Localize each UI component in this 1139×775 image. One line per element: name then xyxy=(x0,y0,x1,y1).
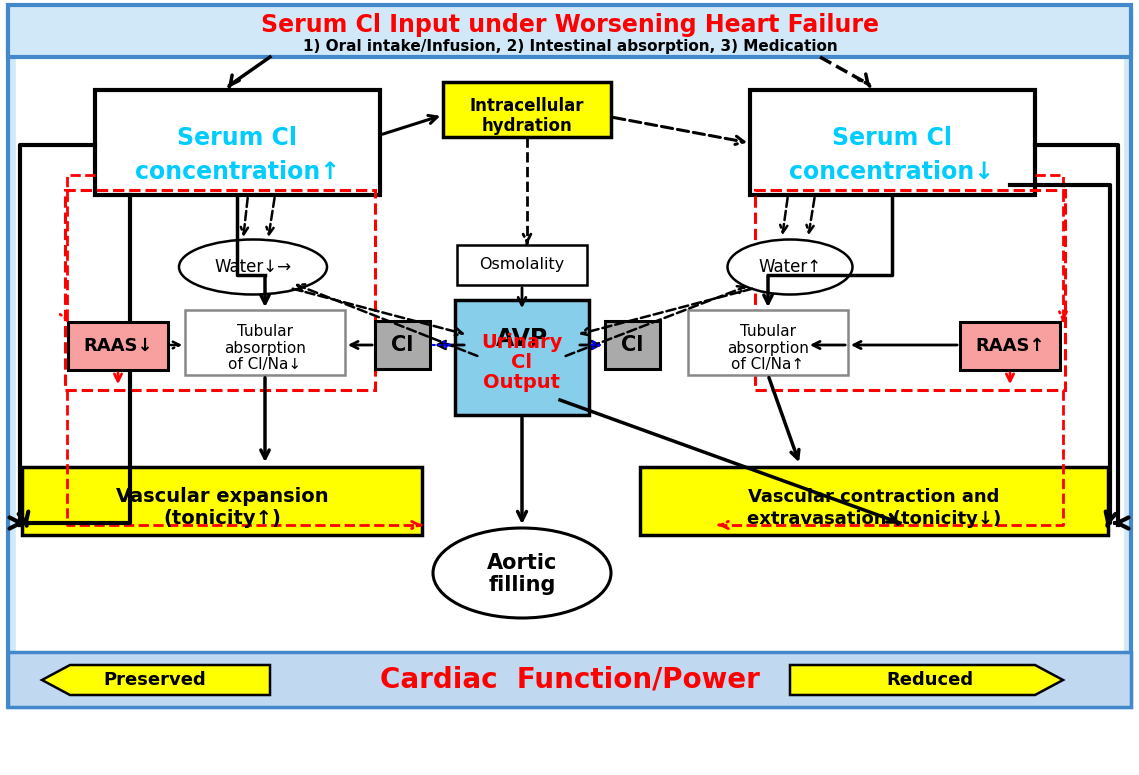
Text: Cardiac  Function/Power: Cardiac Function/Power xyxy=(380,666,760,694)
Bar xyxy=(467,313,577,365)
Text: Intracellular: Intracellular xyxy=(469,97,584,115)
Bar xyxy=(8,5,1131,57)
Bar xyxy=(375,321,431,369)
Text: RAAS↑: RAAS↑ xyxy=(975,337,1044,355)
Text: (tonicity↑): (tonicity↑) xyxy=(163,509,281,529)
Text: extravasation (tonicity↓): extravasation (tonicity↓) xyxy=(747,510,1001,528)
Bar xyxy=(8,11,1131,707)
Text: absorption: absorption xyxy=(727,340,809,356)
Bar xyxy=(605,321,659,369)
Bar xyxy=(457,245,587,285)
Text: Urinary: Urinary xyxy=(482,333,563,353)
Text: Tubular: Tubular xyxy=(740,325,796,339)
Text: Reduced: Reduced xyxy=(886,671,974,689)
Bar xyxy=(749,90,1035,195)
Bar xyxy=(22,467,423,535)
Text: 1) Oral intake/Infusion, 2) Intestinal absorption, 3) Medication: 1) Oral intake/Infusion, 2) Intestinal a… xyxy=(303,39,837,53)
Bar xyxy=(960,322,1060,370)
Text: Vascular expansion: Vascular expansion xyxy=(116,487,328,507)
Bar xyxy=(16,18,1123,700)
Text: concentration↑: concentration↑ xyxy=(134,160,339,184)
Text: Vascular contraction and: Vascular contraction and xyxy=(748,488,1000,506)
Text: of Cl/Na↑: of Cl/Na↑ xyxy=(731,356,804,371)
Text: Output: Output xyxy=(483,373,560,391)
Bar xyxy=(454,300,589,415)
Text: Water↑: Water↑ xyxy=(759,258,821,276)
Text: Tubular: Tubular xyxy=(237,325,293,339)
Bar xyxy=(68,322,167,370)
Text: Cl: Cl xyxy=(621,335,644,355)
Text: Osmolality: Osmolality xyxy=(480,257,565,273)
Text: Serum Cl: Serum Cl xyxy=(177,126,297,150)
Ellipse shape xyxy=(433,528,611,618)
Bar xyxy=(688,310,849,375)
Bar xyxy=(755,190,1065,390)
Text: hydration: hydration xyxy=(482,117,573,135)
Text: filling: filling xyxy=(489,575,556,595)
Ellipse shape xyxy=(179,239,327,294)
Text: Cl: Cl xyxy=(391,335,413,355)
Bar xyxy=(8,652,1131,707)
Text: Serum Cl Input under Worsening Heart Failure: Serum Cl Input under Worsening Heart Fai… xyxy=(261,13,879,37)
Text: concentration↓: concentration↓ xyxy=(789,160,994,184)
Bar xyxy=(443,82,611,137)
Text: Water↓→: Water↓→ xyxy=(214,258,292,276)
Text: absorption: absorption xyxy=(224,340,306,356)
Text: Cl: Cl xyxy=(511,353,533,371)
Bar xyxy=(185,310,345,375)
Text: of Cl/Na↓: of Cl/Na↓ xyxy=(229,356,302,371)
Bar xyxy=(640,467,1108,535)
FancyArrow shape xyxy=(42,665,270,695)
FancyArrow shape xyxy=(790,665,1063,695)
Text: AVP: AVP xyxy=(495,327,548,351)
Ellipse shape xyxy=(728,239,852,294)
Text: Aortic: Aortic xyxy=(486,553,557,573)
Text: Preserved: Preserved xyxy=(104,671,206,689)
Text: Serum Cl: Serum Cl xyxy=(831,126,952,150)
Bar xyxy=(65,190,375,390)
Bar xyxy=(95,90,380,195)
Text: RAAS↓: RAAS↓ xyxy=(83,337,153,355)
